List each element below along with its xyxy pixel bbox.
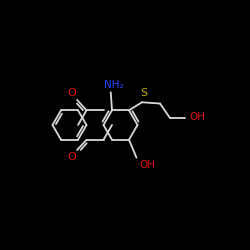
Text: O: O — [68, 152, 76, 162]
Text: OH: OH — [139, 160, 155, 170]
Text: S: S — [140, 88, 147, 98]
Text: OH: OH — [189, 112, 205, 122]
Text: O: O — [68, 88, 76, 99]
Text: NH₂: NH₂ — [104, 80, 124, 90]
